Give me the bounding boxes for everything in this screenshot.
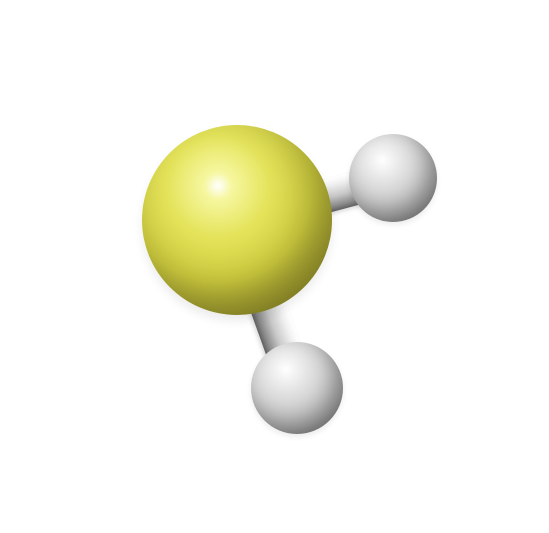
hydrogen-atom-1 [349,134,437,222]
sulfur-atom [142,125,332,315]
molecule-canvas [0,0,549,533]
hydrogen-atom-2 [251,342,343,434]
